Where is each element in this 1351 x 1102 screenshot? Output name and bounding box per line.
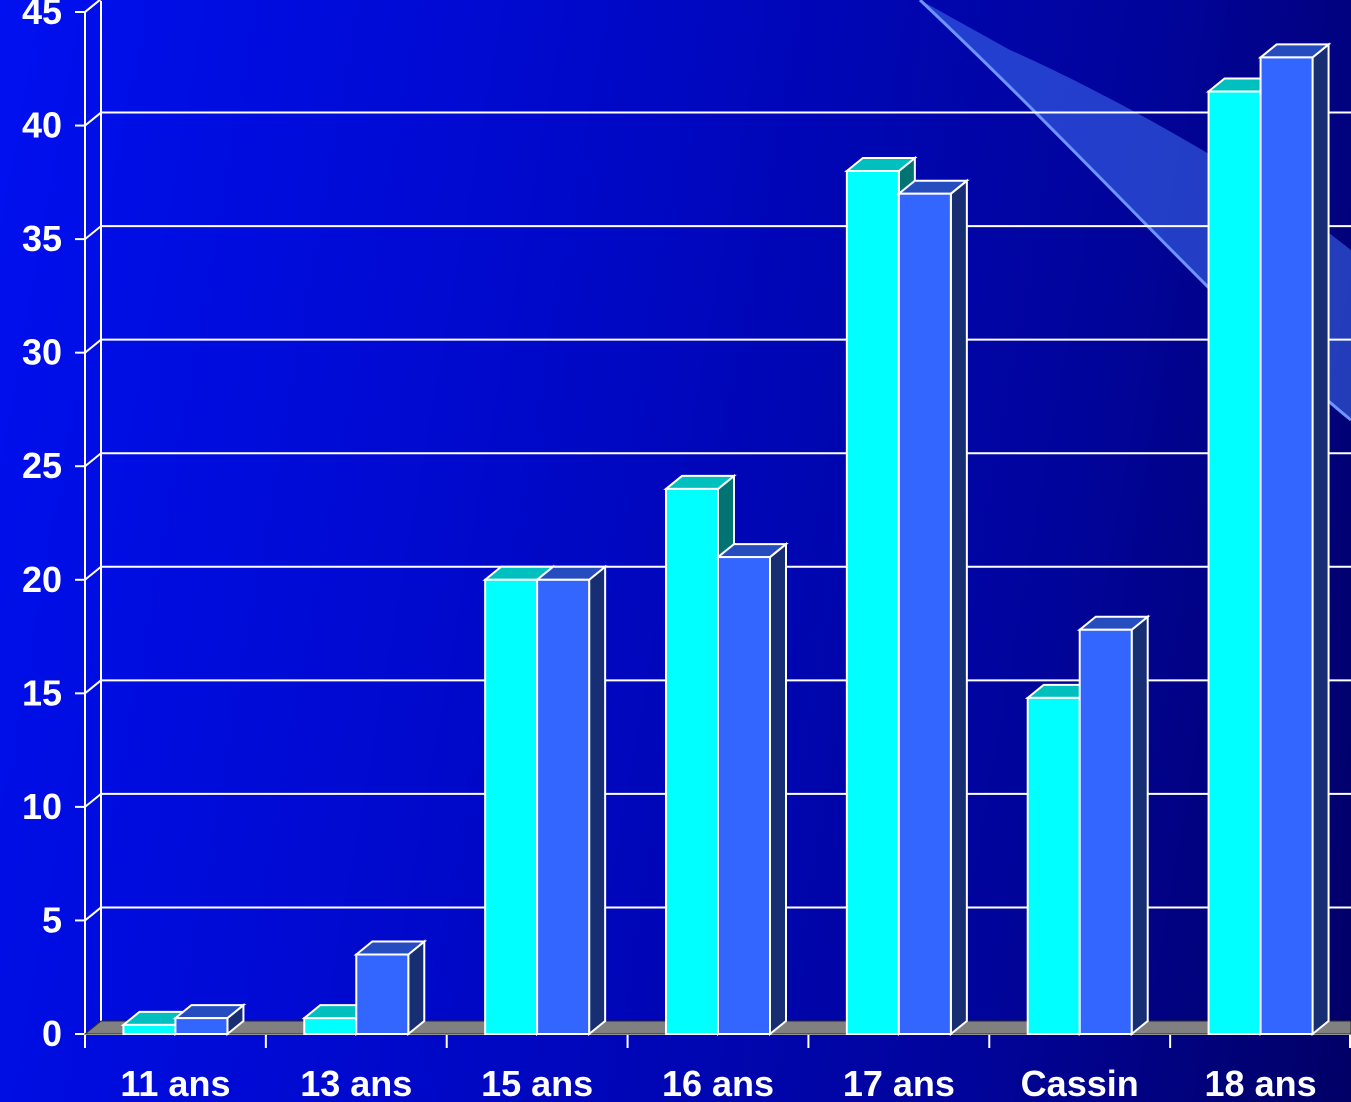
- y-tick-label: 40: [22, 105, 62, 146]
- x-tick-label: 18 ans: [1205, 1063, 1317, 1102]
- bar-front: [845, 169, 900, 1035]
- y-tick-label: 25: [22, 445, 62, 486]
- bar-front: [665, 487, 719, 1035]
- bar-2-2: [534, 564, 608, 1037]
- gridline-side: [84, 793, 102, 808]
- x-tick-label: 15 ans: [481, 1063, 593, 1102]
- gridline-side: [84, 906, 102, 922]
- bar-front: [1078, 628, 1133, 1036]
- bar-side: [769, 541, 787, 1037]
- gridline-side: [84, 225, 102, 240]
- bar-front: [122, 1023, 177, 1035]
- bar-2-6: [1257, 42, 1332, 1037]
- bars: [120, 42, 1332, 1037]
- bar-front: [1207, 90, 1262, 1035]
- y-tick-label: 15: [22, 672, 62, 713]
- bar-2-5: [1076, 614, 1151, 1037]
- x-tick-label: 16 ans: [662, 1063, 774, 1102]
- y-tick-label: 45: [22, 0, 62, 32]
- y-tick-label: 20: [22, 559, 62, 600]
- y-tick-label: 5: [42, 899, 62, 940]
- y-tick-label: 35: [22, 218, 62, 259]
- y-tick-label: 0: [42, 1013, 62, 1054]
- gridline-side: [84, 679, 102, 695]
- x-tick-label: 17 ans: [843, 1063, 955, 1102]
- gridline-side: [84, 566, 102, 581]
- bar-front: [1026, 696, 1081, 1035]
- bar-side: [949, 178, 968, 1037]
- bar-front: [717, 556, 771, 1035]
- bar-side: [1130, 614, 1149, 1037]
- gridline-side: [84, 111, 102, 127]
- bar-front: [303, 1017, 358, 1036]
- tick-labels: 0 5 10 15 20 25 30 35 40 45 11 ans 13 ans 15 ans 16 a…: [22, 0, 1317, 1102]
- y-axis-top: [84, 0, 102, 13]
- x-tick-label: 11 ans: [120, 1063, 230, 1102]
- bar-side: [407, 939, 426, 1037]
- bar-front: [484, 578, 539, 1035]
- y-tick-label: 30: [22, 332, 62, 373]
- bar-front: [897, 192, 952, 1035]
- bar-front: [355, 953, 410, 1035]
- bar-front: [1259, 56, 1314, 1035]
- bar-side: [588, 564, 607, 1037]
- bar-2-3: [715, 541, 789, 1037]
- bar-front: [536, 578, 591, 1035]
- bar-2-1: [353, 939, 428, 1037]
- bar-2-0: [172, 1003, 247, 1037]
- gridline-side: [84, 338, 102, 354]
- gridline-side: [84, 452, 102, 467]
- x-tick-label: 13 ans: [300, 1063, 412, 1102]
- bar-side: [1311, 42, 1330, 1037]
- y-tick-label: 10: [22, 786, 62, 827]
- bar-2-4: [896, 178, 970, 1037]
- x-tick-label: Cassin: [1021, 1063, 1139, 1102]
- bar-front: [174, 1017, 229, 1036]
